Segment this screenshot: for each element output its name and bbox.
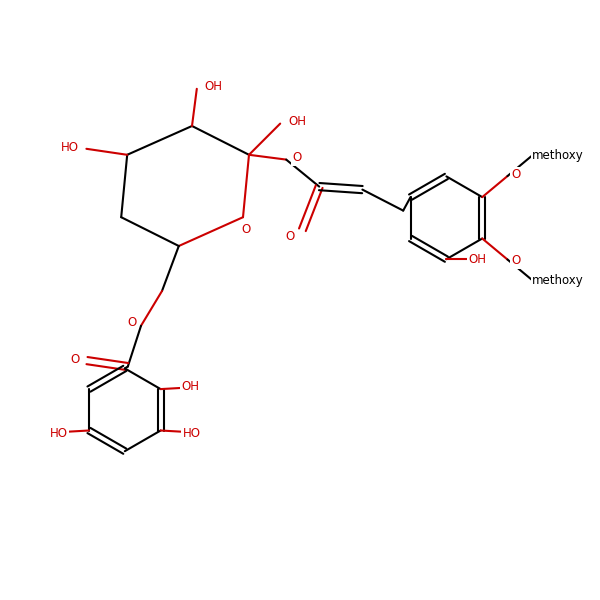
Text: HO: HO [50, 427, 68, 440]
Text: O: O [512, 254, 521, 267]
Text: HO: HO [61, 141, 79, 154]
Text: OH: OH [288, 115, 306, 128]
Text: O: O [70, 353, 80, 366]
Text: OH: OH [182, 380, 200, 392]
Text: O: O [512, 169, 521, 181]
Text: OH: OH [205, 80, 223, 93]
Text: O: O [127, 316, 137, 329]
Text: HO: HO [183, 427, 201, 440]
Text: OH: OH [469, 253, 487, 266]
Text: methoxy: methoxy [532, 274, 584, 287]
Text: O: O [286, 230, 295, 244]
Text: O: O [292, 151, 302, 164]
Text: O: O [241, 223, 251, 236]
Text: methoxy: methoxy [532, 149, 584, 161]
